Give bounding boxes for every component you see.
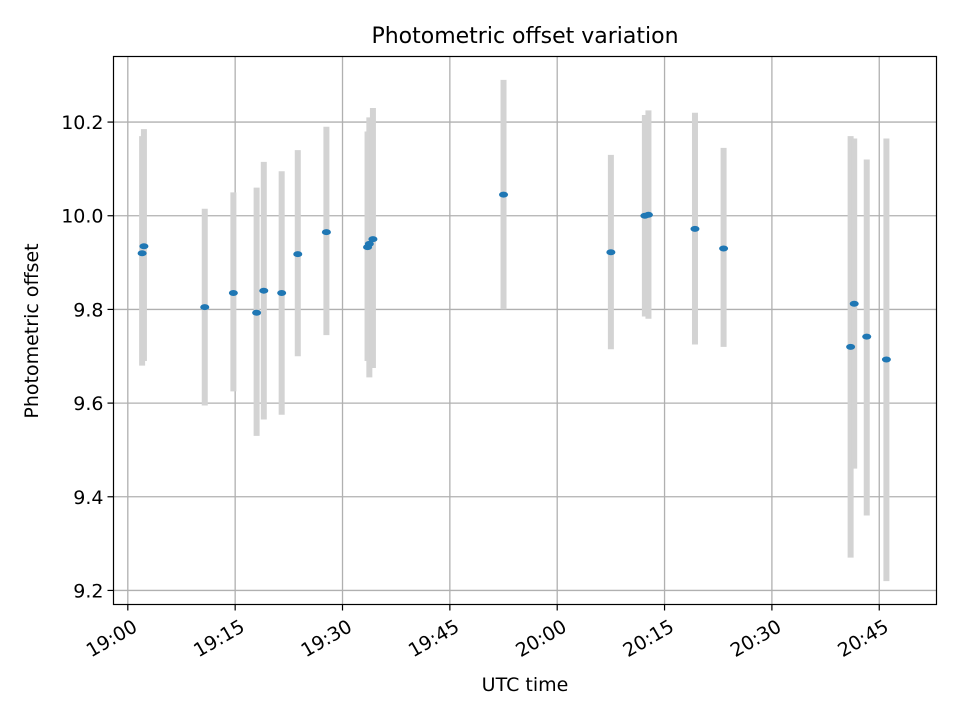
data-point <box>321 229 331 236</box>
data-point <box>252 309 262 316</box>
x-tick-label: 20:00 <box>512 616 570 662</box>
data-point <box>364 240 374 247</box>
data-point <box>881 356 891 363</box>
y-tick-label: 10.0 <box>61 206 103 228</box>
plot-frame <box>112 55 938 606</box>
x-tick-label: 19:15 <box>190 616 248 662</box>
data-point <box>228 290 238 297</box>
data-point <box>862 333 872 340</box>
y-tick-label: 9.2 <box>73 580 103 602</box>
data-point <box>293 251 303 258</box>
axis-ticks: 19:00 19:15 19:30 19:45 20:00 20:15 20:30 20:45… <box>61 112 892 662</box>
y-tick-label: 9.4 <box>73 487 103 509</box>
data-point <box>690 225 700 232</box>
x-tick-label: 20:15 <box>619 616 677 662</box>
data-point <box>368 236 378 243</box>
data-point <box>846 343 856 350</box>
x-tick-label: 19:45 <box>405 616 463 662</box>
x-tick-label: 20:30 <box>727 616 785 662</box>
x-axis-label: UTC time <box>482 674 569 696</box>
data-point <box>137 250 147 257</box>
data-point <box>606 249 616 256</box>
y-tick-label: 10.2 <box>61 112 103 134</box>
data-points <box>137 191 891 363</box>
data-point <box>139 243 149 250</box>
data-point <box>259 287 269 294</box>
y-tick-label: 9.6 <box>73 393 103 415</box>
x-tick-label: 19:30 <box>297 616 355 662</box>
data-point <box>277 290 287 297</box>
data-point <box>200 304 210 311</box>
y-axis-label: Photometric offset <box>21 243 43 418</box>
grid <box>113 56 937 605</box>
data-point <box>719 245 729 252</box>
y-tick-label: 9.8 <box>73 299 103 321</box>
x-tick-label: 19:00 <box>83 616 141 662</box>
error-bars <box>139 79 890 582</box>
data-point <box>499 191 509 198</box>
data-point <box>849 300 859 307</box>
chart-title: Photometric offset variation <box>371 24 678 49</box>
x-tick-label: 20:45 <box>834 616 892 662</box>
data-point <box>643 211 653 218</box>
